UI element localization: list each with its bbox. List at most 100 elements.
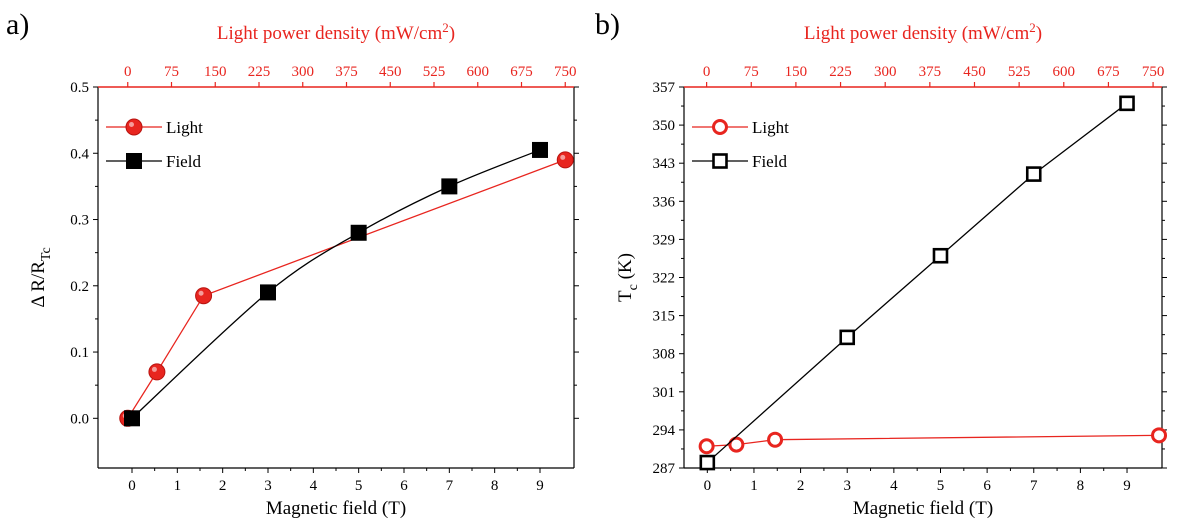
- series-field-point: [260, 284, 276, 301]
- x-tick-label: 3: [264, 478, 272, 494]
- top-axis-title: Light power density (mW/cm2): [217, 20, 455, 44]
- top-axis-title: Light power density (mW/cm2): [804, 20, 1042, 44]
- top-tick-label: 375: [919, 64, 942, 80]
- y-axis-title: Tc (K): [615, 253, 641, 302]
- y-axis-title-main: T: [615, 290, 636, 302]
- series-light-point-highlight: [560, 154, 566, 160]
- top-tick-label: 0: [703, 64, 711, 80]
- top-axis-title-end: ): [449, 23, 455, 44]
- top-tick-label: 600: [1053, 64, 1076, 80]
- x-tick-label: 6: [983, 478, 991, 494]
- y-tick-label: 0.0: [70, 411, 89, 427]
- x-tick-label: 1: [750, 478, 758, 494]
- series-light-line: [706, 434, 1160, 447]
- x-tick-label: 5: [937, 478, 945, 494]
- x-axis-title: Magnetic field (T): [853, 498, 993, 519]
- top-tick-label: 450: [379, 64, 402, 80]
- series-light-point: [698, 438, 715, 455]
- legend-light-marker-highlight: [129, 122, 134, 127]
- legend-field-label: Field: [166, 152, 201, 171]
- top-tick-label: 750: [554, 64, 577, 80]
- y-tick-label: 343: [653, 156, 676, 172]
- series-field-point: [699, 454, 716, 471]
- series-light-point: [195, 287, 213, 305]
- chart-panel-a: a) 0 1 2 3 4 5 6 7 8 9 0.0 0.1 0.2 0.3 0.4 0.5 0 75 150 225 3…: [6, 8, 579, 519]
- series-field-point: [932, 247, 949, 264]
- top-tick-label: 600: [467, 64, 490, 80]
- legend-light-marker: [125, 118, 143, 136]
- series-field-point: [350, 224, 367, 241]
- y-tick-label: 350: [653, 118, 676, 134]
- series-light-point: [728, 436, 745, 453]
- legend-field-marker: [712, 153, 728, 169]
- series-field-point: [124, 410, 140, 427]
- series-light-point-highlight: [198, 290, 204, 296]
- top-axis-title-end: ): [1036, 23, 1042, 44]
- series-field-line: [131, 149, 541, 419]
- top-tick-label: 375: [335, 64, 358, 80]
- top-tick-label: 225: [248, 64, 271, 80]
- y-tick-label: 301: [653, 385, 676, 401]
- top-tick-label: 150: [785, 64, 808, 80]
- x-tick-label: 6: [400, 478, 408, 494]
- x-tick-label: 4: [310, 478, 318, 494]
- legend-light-label: Light: [752, 118, 789, 137]
- top-tick-label: 150: [204, 64, 227, 80]
- top-tick-label: 75: [744, 64, 759, 80]
- series-field-point: [441, 178, 458, 195]
- top-tick-label: 525: [1008, 64, 1031, 80]
- y-axis-title: Δ R/RTc: [28, 247, 54, 307]
- x-tick-label: 1: [174, 478, 182, 494]
- y-tick-label: 336: [653, 194, 676, 210]
- panel-label-b: b): [595, 8, 620, 41]
- legend-light-label: Light: [166, 118, 203, 137]
- y-axis-title-end: (K): [615, 253, 636, 284]
- y-tick-label: 0.5: [70, 80, 89, 96]
- y-tick-label: 329: [653, 232, 676, 248]
- y-axis-title-sub: c: [626, 284, 641, 290]
- y-tick-label: 287: [653, 461, 676, 477]
- x-tick-label: 8: [1077, 478, 1085, 494]
- x-tick-label: 2: [797, 478, 805, 494]
- top-axis-title-sup: 2: [442, 20, 449, 35]
- series-light-point: [148, 363, 166, 381]
- top-tick-label: 750: [1142, 64, 1165, 80]
- series-light-point-highlight: [151, 366, 157, 372]
- legend-light-marker: [712, 119, 728, 135]
- x-tick-label: 0: [128, 478, 136, 494]
- y-tick-label: 0.2: [70, 279, 89, 295]
- series-field-point: [1025, 166, 1042, 182]
- y-tick-label: 308: [653, 347, 676, 363]
- y-tick-label: 0.4: [70, 146, 89, 162]
- series-light-point: [1151, 427, 1168, 444]
- series-field-point: [839, 329, 856, 346]
- top-axis-title-main: Light power density (mW/cm: [804, 23, 1030, 44]
- top-tick-label: 675: [1097, 64, 1120, 80]
- x-tick-label: 9: [536, 478, 544, 494]
- top-tick-label: 75: [164, 64, 179, 80]
- top-tick-label: 450: [963, 64, 986, 80]
- y-tick-label: 0.3: [70, 213, 89, 229]
- top-tick-label: 0: [124, 64, 132, 80]
- top-tick-label: 300: [292, 64, 315, 80]
- series-light-line: [127, 159, 566, 419]
- y-tick-label: 315: [653, 309, 676, 325]
- top-tick-label: 675: [510, 64, 533, 80]
- top-axis-title-sup: 2: [1029, 20, 1036, 35]
- y-tick-label: 322: [653, 271, 676, 287]
- legend-field-label: Field: [752, 152, 787, 171]
- top-tick-label: 525: [423, 64, 446, 80]
- top-axis-title-main: Light power density (mW/cm: [217, 23, 443, 44]
- legend-field-marker: [126, 153, 142, 169]
- x-tick-label: 5: [355, 478, 363, 494]
- x-tick-label: 3: [843, 478, 851, 494]
- x-tick-label: 7: [446, 478, 454, 494]
- series-field-point: [532, 141, 548, 158]
- x-tick-label: 0: [704, 478, 712, 494]
- y-axis-title-main: Δ R/R: [28, 261, 49, 308]
- top-tick-label: 300: [874, 64, 897, 80]
- x-tick-label: 9: [1123, 478, 1131, 494]
- top-tick-label: 225: [829, 64, 852, 80]
- x-tick-label: 8: [491, 478, 499, 494]
